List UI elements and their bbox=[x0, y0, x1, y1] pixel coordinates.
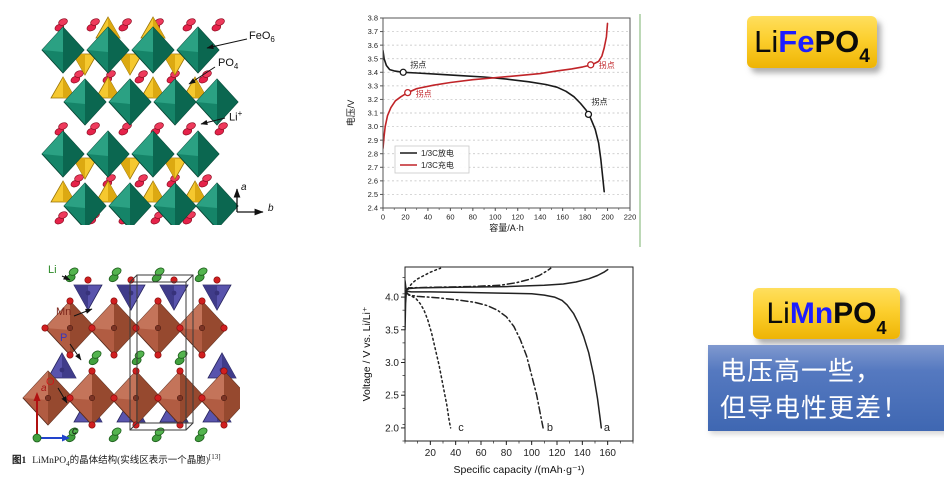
svg-text:b: b bbox=[547, 422, 553, 434]
svg-text:4.0: 4.0 bbox=[385, 293, 399, 304]
svg-text:140: 140 bbox=[574, 448, 591, 459]
li-label: Li bbox=[48, 264, 57, 276]
axis-a-label: a bbox=[241, 182, 247, 193]
svg-text:80: 80 bbox=[501, 448, 513, 459]
svg-text:电压/V: 电压/V bbox=[345, 100, 356, 127]
lifepo4-badge: Li Fe PO 4 bbox=[747, 16, 877, 68]
svg-text:20: 20 bbox=[401, 213, 409, 222]
po4-label: PO4 bbox=[218, 57, 239, 72]
badge-fe-text: Fe bbox=[778, 24, 815, 59]
feo6-label: FeO6 bbox=[249, 30, 275, 45]
svg-text:2.8: 2.8 bbox=[368, 149, 378, 158]
svg-text:3.0: 3.0 bbox=[368, 122, 378, 131]
li-ion-label: Li+ bbox=[229, 109, 243, 124]
svg-text:0: 0 bbox=[381, 213, 385, 222]
badge-po-text: PO bbox=[814, 24, 860, 59]
figure-number: 图1 bbox=[12, 456, 27, 466]
svg-text:1/3C充电: 1/3C充电 bbox=[421, 160, 454, 170]
axis-b-label: b bbox=[268, 203, 274, 214]
image-edge-artifact bbox=[639, 14, 641, 247]
svg-text:160: 160 bbox=[556, 213, 569, 222]
badge-mn-text: Mn bbox=[789, 296, 834, 330]
svg-text:容量/A·h: 容量/A·h bbox=[489, 222, 524, 233]
svg-text:拐点: 拐点 bbox=[410, 59, 426, 69]
svg-text:3.3: 3.3 bbox=[368, 81, 378, 90]
lifepo4-voltage-capacity-plot: 0 20 40 60 80 100 120 140 160 180 200 220 2.4 2.5 2.6 2… bbox=[345, 14, 637, 233]
o-label: O bbox=[46, 376, 55, 388]
p-label: P bbox=[60, 332, 68, 344]
figure-caption: 图1 LiMnPO4的晶体结构(实线区表示一个晶胞)[13] bbox=[12, 452, 221, 468]
svg-text:40: 40 bbox=[424, 213, 432, 222]
limnpo4-badge: Li Mn PO 4 bbox=[753, 288, 900, 339]
svg-text:60: 60 bbox=[475, 448, 487, 459]
svg-text:2.5: 2.5 bbox=[385, 391, 399, 402]
svg-text:拐点: 拐点 bbox=[599, 60, 615, 70]
svg-text:3.7: 3.7 bbox=[368, 27, 378, 36]
svg-text:80: 80 bbox=[469, 213, 477, 222]
svg-text:100: 100 bbox=[523, 448, 540, 459]
svg-text:3.4: 3.4 bbox=[368, 68, 378, 77]
svg-text:200: 200 bbox=[601, 213, 614, 222]
lifepo4-structure-figure: FeO6 PO4 Li+ a b bbox=[25, 10, 305, 230]
badge-li-text: Li bbox=[766, 296, 790, 330]
limnpo4-voltage-capacity-chart: 20 40 60 80 100 120 140 160 2.0 2.5 3.0 3.5 4.0 Speci… bbox=[350, 252, 660, 480]
svg-text:60: 60 bbox=[446, 213, 454, 222]
svg-text:拐点: 拐点 bbox=[416, 89, 432, 99]
svg-text:3.1: 3.1 bbox=[368, 109, 378, 118]
svg-text:220: 220 bbox=[624, 213, 637, 222]
callout-line-2: 但导电性更差！ bbox=[720, 394, 910, 423]
svg-text:2.6: 2.6 bbox=[368, 176, 378, 185]
mn-label: Mn bbox=[56, 306, 72, 318]
svg-text:2.4: 2.4 bbox=[368, 204, 378, 213]
svg-text:Voltage / V vs. Li/Li⁺: Voltage / V vs. Li/Li⁺ bbox=[361, 306, 373, 401]
voltage-conductivity-callout: 电压高一些， 但导电性更差！ bbox=[708, 345, 944, 431]
svg-text:2.5: 2.5 bbox=[368, 190, 378, 199]
svg-text:3.5: 3.5 bbox=[368, 54, 378, 63]
svg-text:160: 160 bbox=[599, 448, 616, 459]
svg-text:180: 180 bbox=[579, 213, 592, 222]
svg-text:3.8: 3.8 bbox=[368, 14, 378, 23]
svg-text:a: a bbox=[604, 422, 611, 434]
svg-text:20: 20 bbox=[425, 448, 437, 459]
svg-text:2.0: 2.0 bbox=[385, 423, 399, 434]
lifepo4-structure-illustration bbox=[41, 16, 264, 230]
callout-line-1: 电压高一些， bbox=[720, 357, 883, 386]
svg-text:100: 100 bbox=[489, 213, 502, 222]
svg-text:3.5: 3.5 bbox=[385, 325, 399, 336]
badge-po-text: PO bbox=[833, 296, 877, 330]
svg-text:120: 120 bbox=[511, 213, 524, 222]
badge-sub-text: 4 bbox=[876, 318, 887, 338]
lifepo4-voltage-capacity-chart: 0 20 40 60 80 100 120 140 160 180 200 220 2.4 2.5 2.6 2… bbox=[345, 5, 645, 245]
svg-text:Specific capacity /(mAh·g⁻¹): Specific capacity /(mAh·g⁻¹) bbox=[454, 464, 585, 476]
svg-text:2.7: 2.7 bbox=[368, 163, 378, 172]
svg-text:3.0: 3.0 bbox=[385, 358, 399, 369]
badge-li-text: Li bbox=[754, 24, 779, 59]
svg-text:2.9: 2.9 bbox=[368, 136, 378, 145]
svg-text:140: 140 bbox=[534, 213, 547, 222]
svg-text:c: c bbox=[458, 422, 464, 434]
limnpo4-voltage-capacity-plot: 20 40 60 80 100 120 140 160 2.0 2.5 3.0 3.5 4.0 Speci… bbox=[361, 266, 634, 476]
axis-a-label: a bbox=[41, 383, 47, 394]
limnpo4-structure-illustration bbox=[22, 266, 250, 444]
svg-text:40: 40 bbox=[450, 448, 462, 459]
svg-text:拐点: 拐点 bbox=[591, 96, 607, 106]
axis-c-label: c bbox=[72, 426, 77, 437]
badge-sub-text: 4 bbox=[859, 46, 870, 67]
svg-text:120: 120 bbox=[549, 448, 566, 459]
svg-text:3.6: 3.6 bbox=[368, 41, 378, 50]
limnpo4-structure-figure: Li Mn P O a c bbox=[10, 250, 250, 450]
svg-text:1/3C放电: 1/3C放电 bbox=[421, 148, 454, 158]
svg-text:3.2: 3.2 bbox=[368, 95, 378, 104]
